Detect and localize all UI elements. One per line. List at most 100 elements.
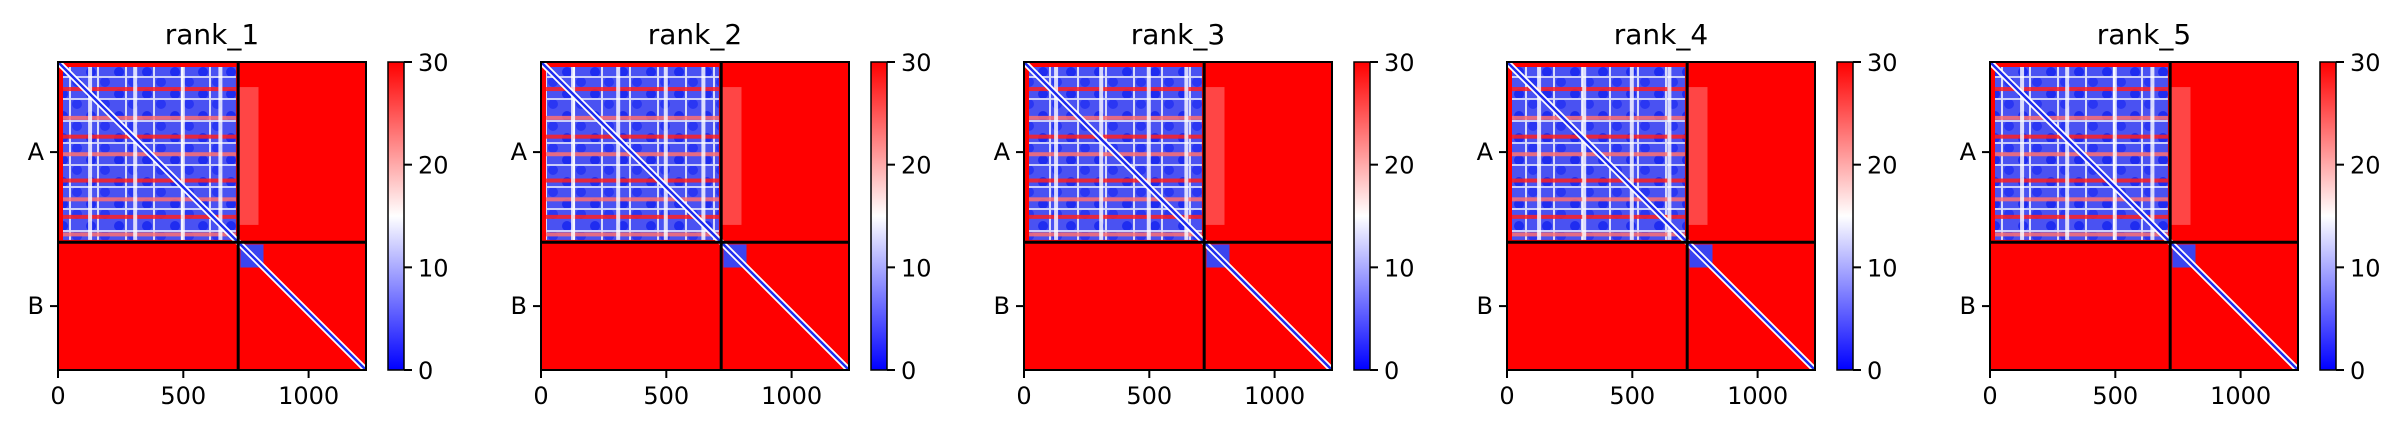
x-tick-label: 1000 [2210,382,2271,410]
y-tick-label: A [28,138,45,166]
chain-a-band [1512,214,1685,219]
chain-a-band [63,214,236,219]
chain-a-band [546,115,719,120]
chain-a-column [701,67,706,240]
chain-a-column [88,67,93,240]
chain-a-band [1995,87,2168,92]
chain-a-band [1995,178,2168,183]
colorbar [2320,62,2336,370]
chain-a-band [1512,134,1685,139]
y-tick-label: B [28,292,44,320]
panel-title: rank_5 [2097,18,2191,51]
chain-a-band [1029,115,1202,120]
colorbar-frame [2319,61,2337,371]
chain-a-band [1512,232,1685,237]
colorbar-tick-label: 20 [2350,152,2381,180]
colorbar-tick-label: 20 [1867,152,1898,180]
chain-a-band [546,178,719,183]
chain-a-margin [1204,87,1225,225]
y-tick-label: A [511,138,528,166]
panel-title: rank_3 [1131,18,1225,51]
colorbar-frame [387,61,405,371]
x-tick-label: 1000 [1727,382,1788,410]
chain-a-band [1029,197,1202,202]
chain-a-band [1512,197,1685,202]
colorbar-frame [870,61,888,371]
heatmap-panel-3: rank_3 0 500 1000 A B 0 10 20 30 [994,18,1415,410]
heatmap-panel-1: rank_1 0 500 1000 A B 0 10 20 30 [28,18,449,410]
x-tick-label: 0 [1499,382,1514,410]
chain-a-band [63,134,236,139]
colorbar-tick-label: 30 [2350,49,2381,77]
chain-a-band [1512,115,1685,120]
chain-a-band [1995,197,2168,202]
y-tick-label: A [994,138,1011,166]
colorbar-tick-label: 10 [1384,254,1415,282]
axes-frame [1506,61,1816,371]
x-tick-label: 500 [1609,382,1655,410]
x-tick-label: 500 [643,382,689,410]
x-tick-label: 0 [1016,382,1031,410]
colorbar-tick-label: 10 [2350,254,2381,282]
chain-a-band [1995,134,2168,139]
x-tick-label: 0 [533,382,548,410]
chain-a-column [1629,67,1634,240]
colorbar-tick-label: 0 [901,357,916,385]
chain-a-column [2150,67,2155,240]
colorbar-frame [1353,61,1371,371]
colorbar-tick-label: 30 [418,49,449,77]
colorbar [871,62,887,370]
panel-title: rank_4 [1614,18,1708,51]
colorbar [1354,62,1370,370]
diagonal [1506,61,1816,371]
chain-a-band [1512,178,1685,183]
chain-a-margin [1687,87,1708,225]
colorbar-tick-label: 20 [901,152,932,180]
y-tick-label: B [1477,292,1493,320]
x-tick-label: 0 [1982,382,1997,410]
diagonal [1989,61,2299,371]
chain-a-column [180,67,185,240]
y-tick-label: B [1960,292,1976,320]
chain-a-band [1995,214,2168,219]
chain-a-column [1146,67,1151,240]
chain-a-band [1029,178,1202,183]
chain-a-column [2020,67,2025,240]
colorbar-tick-label: 10 [1867,254,1898,282]
chain-a-band [1029,87,1202,92]
chain-a-band [1029,232,1202,237]
chain-a-band [546,232,719,237]
colorbar-tick-label: 10 [418,254,449,282]
x-tick-label: 500 [160,382,206,410]
colorbar-tick-label: 20 [418,152,449,180]
chain-a-band [63,115,236,120]
colorbar-tick-label: 20 [1384,152,1415,180]
axes-frame [1989,61,2299,371]
y-tick-label: A [1960,138,1977,166]
axes-frame [57,61,367,371]
y-tick-label: B [994,292,1010,320]
y-tick-label: B [511,292,527,320]
chain-a-column [2065,67,2070,240]
chain-a-margin [721,87,742,225]
axes-frame [1023,61,1333,371]
chain-a-margin [238,87,259,225]
chain-a-column [1667,67,1672,240]
colorbar-tick-label: 0 [2350,357,2365,385]
x-tick-label: 0 [50,382,65,410]
chain-a-band [546,134,719,139]
colorbar-tick-label: 0 [418,357,433,385]
x-tick-label: 1000 [761,382,822,410]
colorbar-tick-label: 0 [1384,357,1399,385]
heatmap-panel-4: rank_4 0 500 1000 A B 0 10 20 30 [1477,18,1898,410]
chain-a-column [1184,67,1189,240]
chain-a-band [63,178,236,183]
diagonal [57,61,367,371]
chain-a-column [1582,67,1587,240]
chain-a-column [571,67,576,240]
panel-title: rank_2 [648,18,742,51]
heatmap-panel-5: rank_5 0 500 1000 A B 0 10 20 30 [1960,18,2381,410]
chain-a-band [63,232,236,237]
axes-frame [540,61,850,371]
